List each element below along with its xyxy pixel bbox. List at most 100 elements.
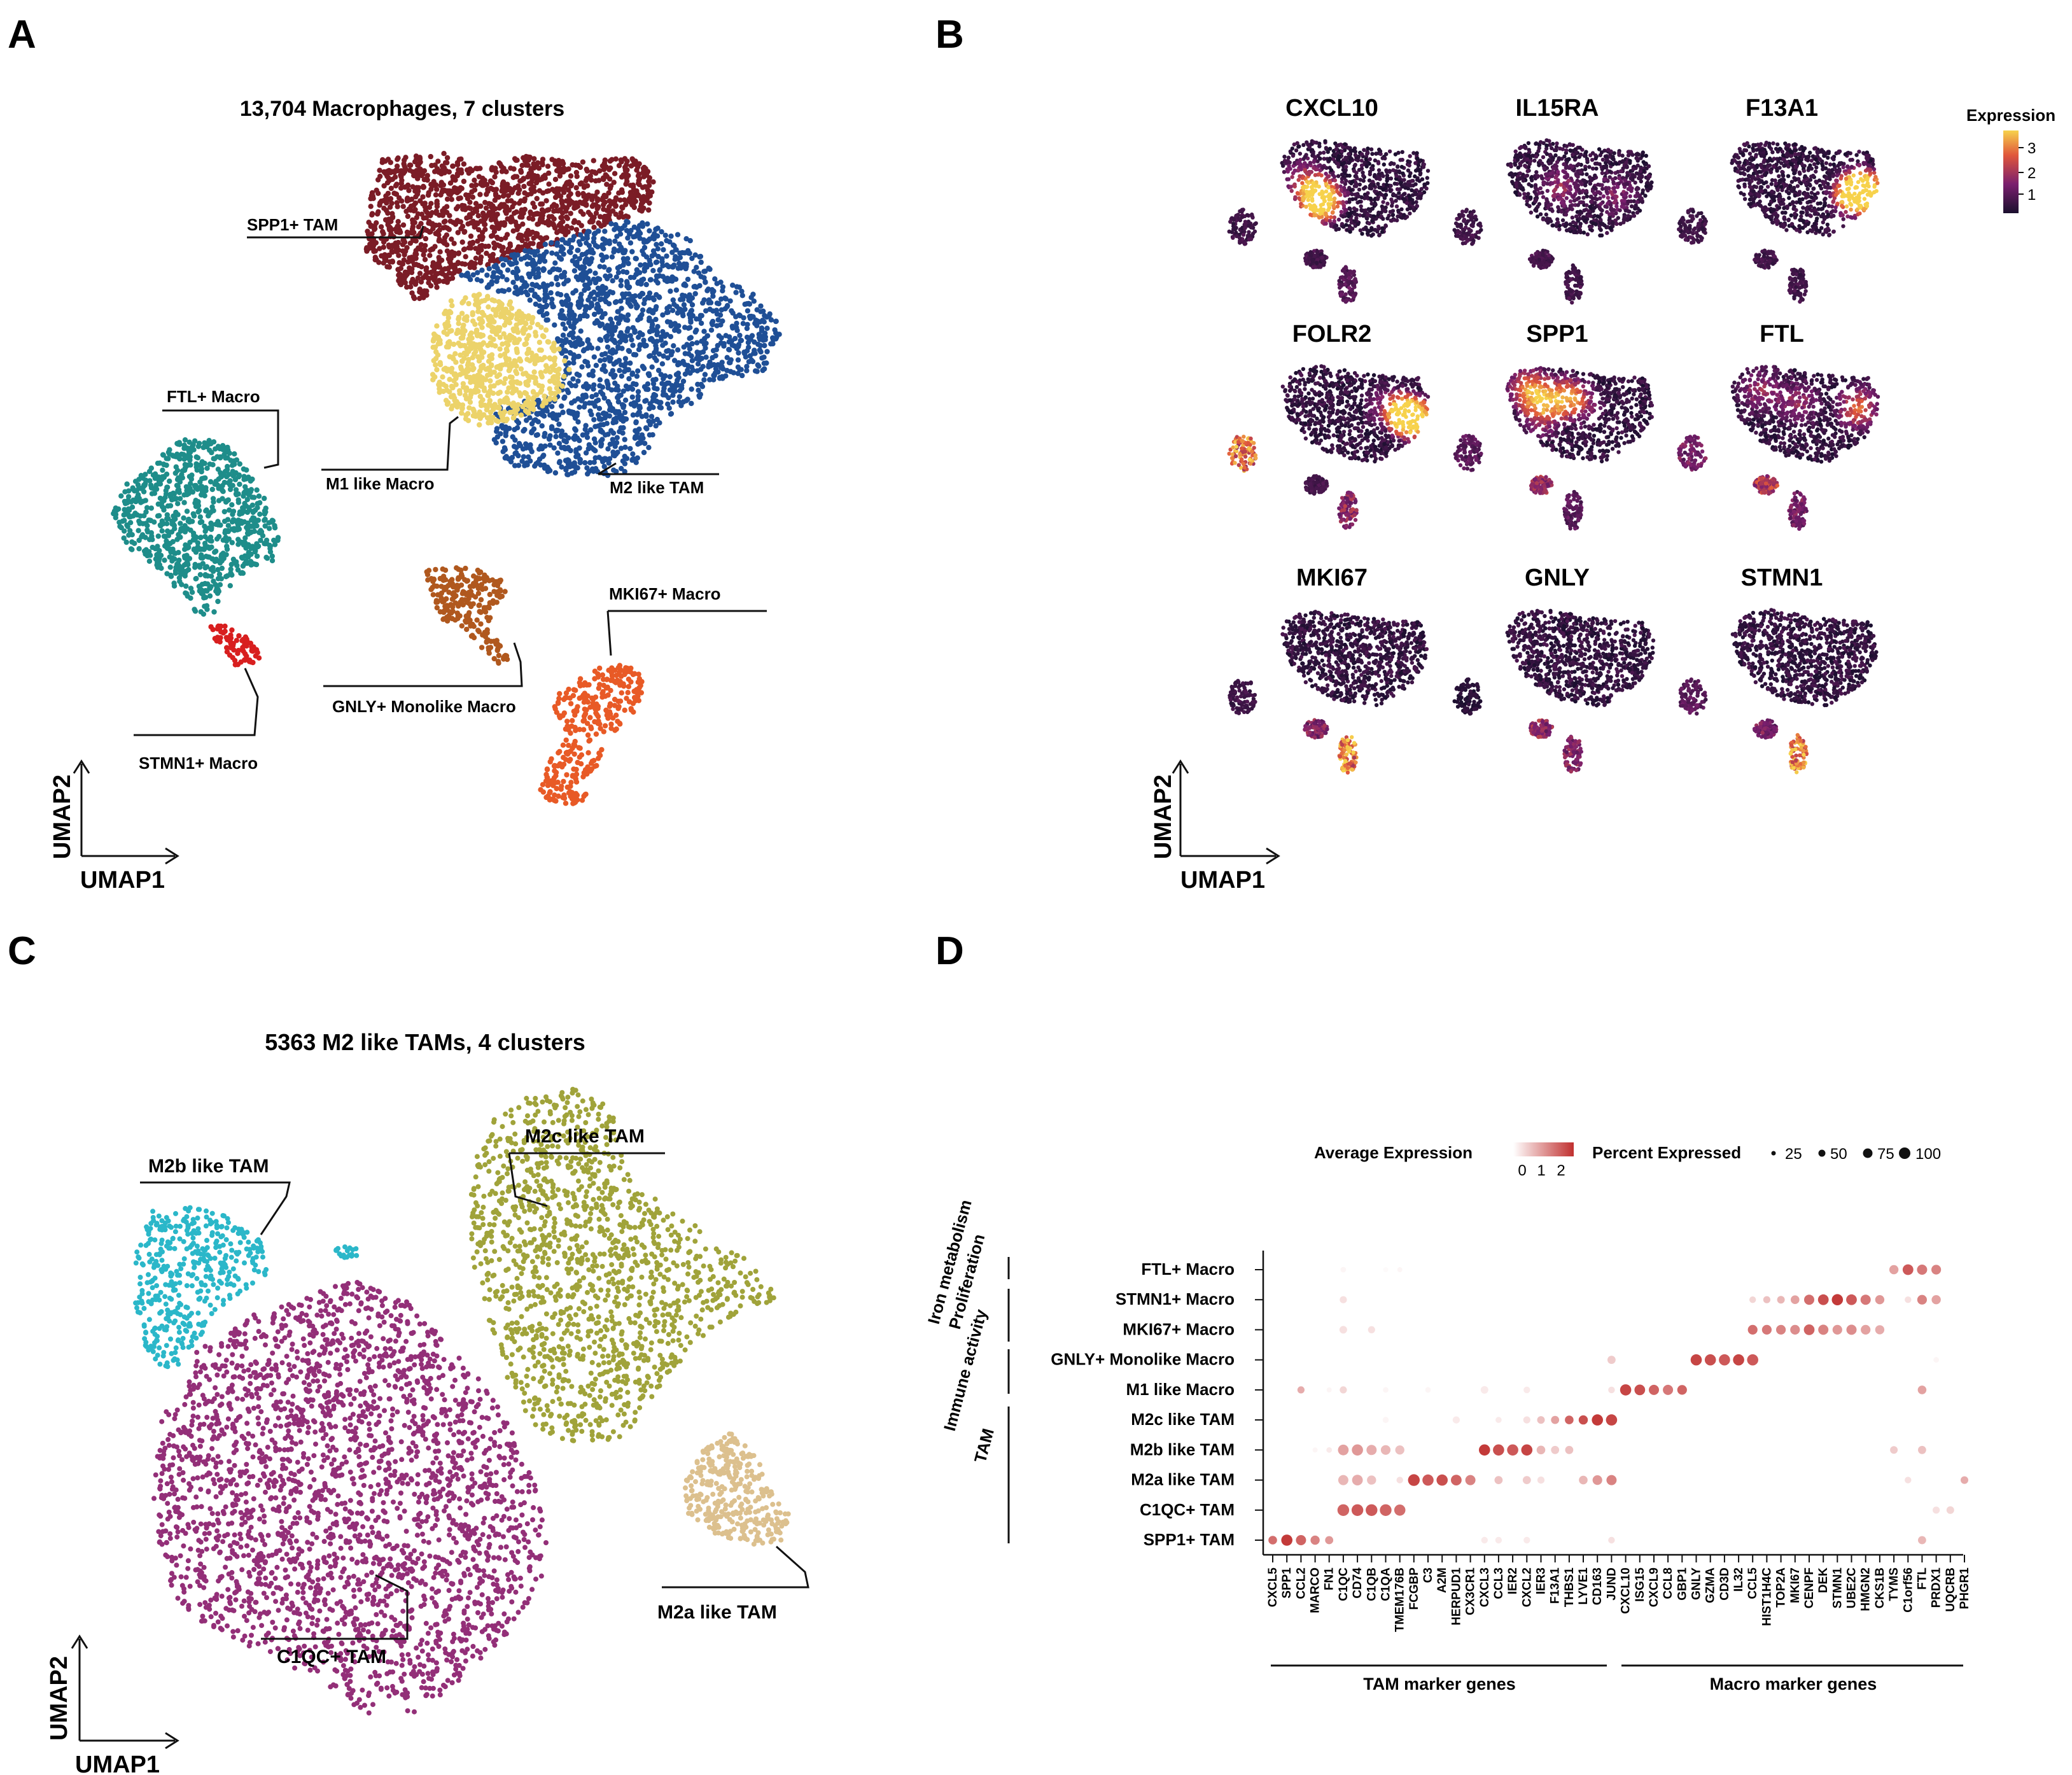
cell-point xyxy=(204,603,210,608)
cell-point xyxy=(529,165,535,171)
cell-point xyxy=(388,185,394,192)
cell-point xyxy=(127,520,134,526)
cell-point xyxy=(472,178,477,183)
cell-point xyxy=(697,394,703,400)
cell-point xyxy=(670,297,676,303)
cell-point xyxy=(591,417,597,423)
cell-point xyxy=(224,544,230,549)
cell-point xyxy=(540,157,546,162)
cell-point xyxy=(589,177,594,183)
cell-point xyxy=(235,526,241,532)
cell-point xyxy=(482,298,487,304)
cell-point xyxy=(522,463,528,468)
cell-point xyxy=(500,183,505,189)
cell-point xyxy=(465,221,471,227)
cell-point xyxy=(467,601,473,607)
cell-point xyxy=(540,208,546,214)
cell-point xyxy=(207,593,213,599)
cell-point xyxy=(554,251,559,257)
cell-point xyxy=(567,198,573,204)
cell-point xyxy=(401,161,407,167)
cell-point xyxy=(491,228,498,234)
cell-point xyxy=(395,223,400,229)
cell-point xyxy=(571,316,577,323)
cell-point xyxy=(443,308,449,314)
cell-point xyxy=(710,293,716,299)
cell-point xyxy=(470,241,475,246)
cell-point xyxy=(146,468,153,474)
cell-point xyxy=(698,259,704,265)
cell-point xyxy=(408,284,414,290)
cell-point xyxy=(409,290,415,296)
cell-point xyxy=(676,394,683,400)
cell-point xyxy=(658,405,664,410)
cell-point xyxy=(236,633,242,639)
cell-point xyxy=(426,229,433,235)
cell-point xyxy=(625,312,631,318)
cell-point xyxy=(383,195,389,201)
cell-point xyxy=(607,358,613,364)
cell-point xyxy=(494,306,500,312)
cell-point xyxy=(491,258,497,264)
cell-point xyxy=(503,340,509,346)
cell-point xyxy=(598,296,604,302)
cell-point xyxy=(516,200,522,206)
cell-point xyxy=(662,340,668,346)
cell-point xyxy=(424,569,430,575)
cell-point xyxy=(441,151,447,157)
cell-point xyxy=(165,545,171,551)
cell-point xyxy=(189,472,195,478)
cell-point xyxy=(487,615,493,621)
cell-point xyxy=(260,533,266,538)
cell-point xyxy=(620,458,626,464)
cell-point xyxy=(714,323,720,328)
cell-point xyxy=(589,759,595,764)
cell-point xyxy=(500,416,506,422)
cell-point xyxy=(493,191,499,197)
cell-point xyxy=(597,168,603,174)
cell-point xyxy=(122,501,129,507)
cell-point xyxy=(575,190,581,196)
cell-point xyxy=(449,365,455,372)
cell-point xyxy=(484,415,491,421)
cell-point xyxy=(570,162,575,168)
cell-point xyxy=(220,447,226,453)
cell-point xyxy=(543,198,549,204)
cell-point xyxy=(451,253,457,258)
cell-point xyxy=(542,354,547,360)
cell-point xyxy=(502,447,508,453)
cell-point xyxy=(616,358,622,363)
cell-point xyxy=(540,403,545,409)
cell-point xyxy=(554,203,559,209)
cell-point xyxy=(560,332,566,338)
cell-point xyxy=(160,452,166,458)
cell-point xyxy=(542,258,548,264)
cell-point xyxy=(225,463,230,470)
cell-point xyxy=(175,501,181,507)
cell-point xyxy=(129,547,135,552)
cell-point xyxy=(570,237,576,243)
cell-point xyxy=(381,183,387,189)
cell-point xyxy=(459,300,465,305)
cell-point xyxy=(622,409,628,416)
cell-point xyxy=(207,479,214,485)
cell-point xyxy=(138,473,144,479)
cell-point xyxy=(465,410,471,416)
cell-point xyxy=(604,276,610,282)
cell-point xyxy=(649,364,655,370)
cell-point xyxy=(534,410,540,417)
cell-point xyxy=(628,193,634,199)
cell-point xyxy=(504,277,510,283)
cell-point xyxy=(601,206,606,212)
cell-point xyxy=(641,239,647,245)
cell-point xyxy=(564,772,570,778)
cell-point xyxy=(449,328,454,333)
cell-point xyxy=(681,344,687,350)
cell-point xyxy=(395,219,401,225)
cell-point xyxy=(535,221,540,227)
cell-point xyxy=(477,192,483,197)
cell-point xyxy=(414,173,420,179)
cell-point xyxy=(497,594,503,600)
cell-point xyxy=(372,226,378,232)
